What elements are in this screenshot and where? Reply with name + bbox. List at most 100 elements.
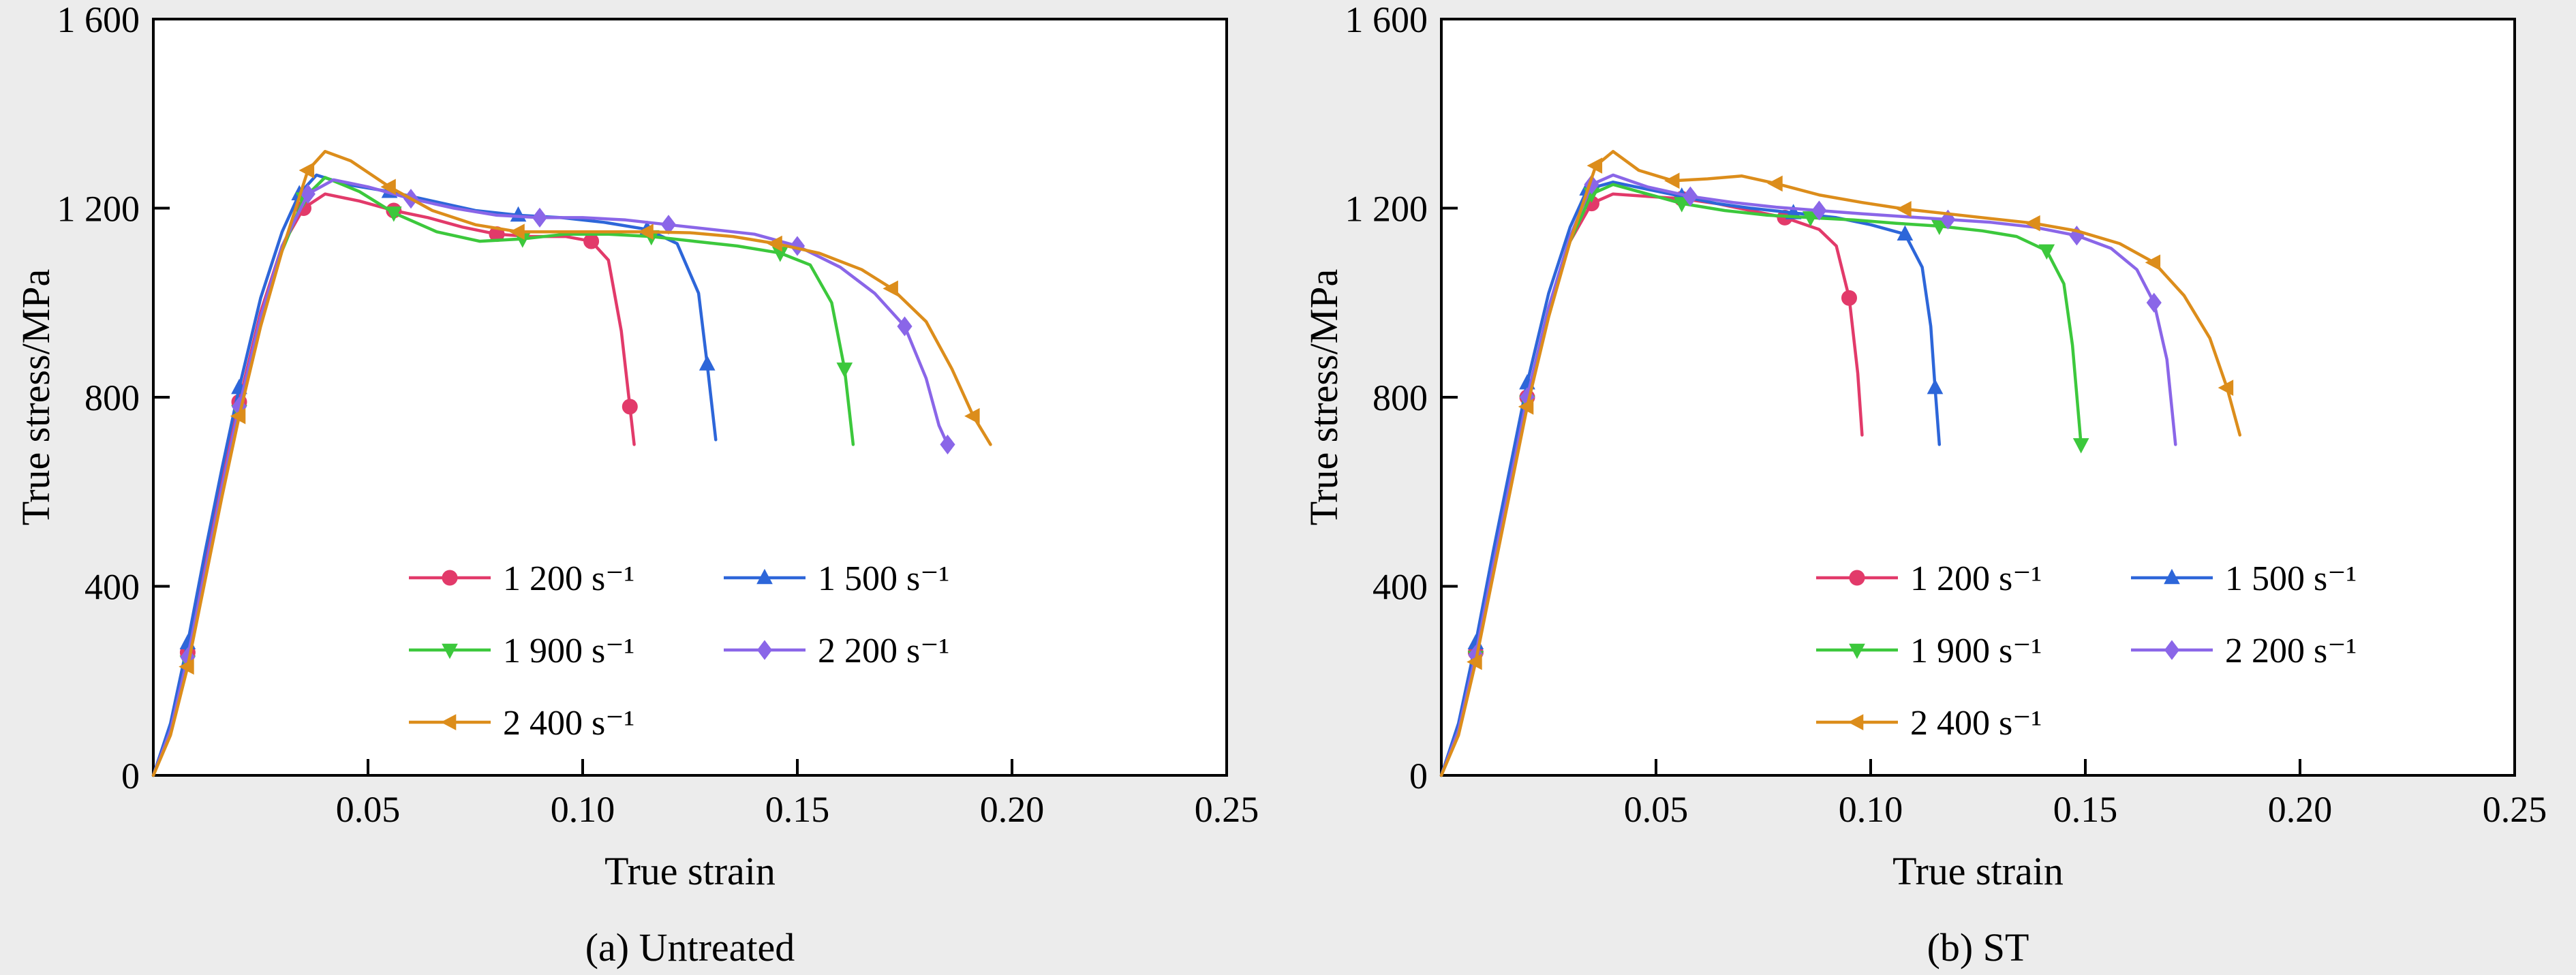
triangle-left-marker — [298, 162, 315, 179]
figure-panel-b: 0.05 0.10 0.15 0.20 0.25 0 400 800 1 200 1 600 Tru… — [1288, 0, 2576, 975]
legend-entry: 1 500 s⁻¹ — [2131, 559, 2357, 598]
triangle-left-marker — [2025, 215, 2040, 232]
triangle-left-marker — [440, 714, 457, 730]
triangle-left-marker — [2218, 380, 2234, 396]
circle-marker — [1849, 570, 1865, 586]
triangle-down-marker — [1849, 643, 1865, 660]
y-tick-label: 400 — [85, 567, 140, 608]
triangle-down-marker — [2072, 438, 2089, 454]
chart-untreated: 0.05 0.10 0.15 0.20 0.25 0 400 800 1 200 1 600 Tru… — [14, 0, 1259, 970]
circle-marker — [622, 399, 638, 415]
legend-entry: 1 500 s⁻¹ — [724, 559, 949, 598]
triangle-down-marker — [1673, 197, 1690, 213]
x-tick-label: 0.15 — [765, 789, 830, 830]
x-tick-label: 0.25 — [1195, 789, 1259, 830]
circle-marker — [442, 570, 458, 586]
legend-label: 1 200 s⁻¹ — [503, 559, 634, 598]
legend-label: 2 200 s⁻¹ — [818, 632, 949, 670]
x-axis-label: True strain — [1892, 849, 2064, 893]
circle-marker — [1841, 290, 1857, 306]
triangle-left-marker — [230, 407, 246, 424]
triangle-up-marker — [1897, 225, 1914, 241]
diamond-marker — [2146, 292, 2162, 313]
diamond-marker — [2164, 640, 2180, 660]
circle-marker — [583, 233, 600, 249]
plot-frame — [152, 18, 1228, 777]
y-axis-label: True stress/MPa — [1302, 269, 1346, 526]
legend-label: 2 400 s⁻¹ — [1910, 704, 2042, 743]
series-line-3 — [1439, 173, 2177, 777]
y-tick-label: 800 — [1373, 377, 1428, 418]
x-tick-label: 0.05 — [1624, 789, 1689, 830]
diamond-marker — [300, 184, 316, 204]
triangle-left-marker — [509, 223, 525, 241]
y-tick-label: 1 200 — [1345, 189, 1428, 230]
y-tick-label: 400 — [1373, 567, 1428, 608]
legend-entry: 1 200 s⁻¹ — [1816, 559, 2042, 598]
series-line-1 — [1439, 181, 1942, 777]
triangle-left-marker — [1518, 399, 1534, 415]
legend-entry: 2 200 s⁻¹ — [724, 632, 949, 670]
x-tick-label: 0.20 — [980, 789, 1045, 830]
x-tick-label: 0.15 — [2053, 789, 2118, 830]
plot-frame — [1440, 18, 2516, 777]
diamond-marker — [1811, 200, 1827, 221]
triangle-left-marker — [1467, 653, 1482, 670]
triangle-up-marker — [699, 355, 716, 371]
chart-st: 0.05 0.10 0.15 0.20 0.25 0 400 800 1 200 1 600 Tru… — [1302, 0, 2547, 970]
triangle-left-marker — [2145, 254, 2161, 271]
legend-label: 1 900 s⁻¹ — [503, 632, 634, 670]
x-tick-label: 0.10 — [1839, 789, 1903, 830]
triangle-left-marker — [883, 280, 898, 297]
diamond-marker — [756, 640, 773, 660]
triangle-up-marker — [756, 568, 773, 585]
y-axis-label: True stress/MPa — [14, 269, 58, 526]
diamond-marker — [940, 434, 955, 454]
legend-label: 1 200 s⁻¹ — [1910, 559, 2042, 598]
triangle-down-marker — [1802, 211, 1819, 227]
triangle-left-marker — [767, 235, 782, 252]
triangle-left-marker — [638, 223, 654, 241]
legend-entry: 1 200 s⁻¹ — [409, 559, 634, 598]
x-tick-label: 0.05 — [336, 789, 401, 830]
triangle-left-marker — [1664, 172, 1680, 189]
triangle-left-marker — [1767, 175, 1783, 192]
series-line-4 — [151, 150, 992, 777]
y-tick-label: 0 — [1409, 756, 1428, 796]
y-tick-label: 1 600 — [1345, 0, 1428, 40]
diamond-marker — [897, 316, 913, 337]
legend-label: 1 500 s⁻¹ — [818, 559, 949, 598]
legend-entry: 2 200 s⁻¹ — [2131, 632, 2357, 670]
legend-label: 2 400 s⁻¹ — [503, 704, 634, 743]
triangle-left-marker — [179, 658, 194, 675]
triangle-down-marker — [2038, 244, 2055, 260]
x-axis-label: True strain — [604, 849, 776, 893]
triangle-up-marker — [1927, 378, 1944, 394]
legend-entry: 2 400 s⁻¹ — [409, 704, 634, 743]
triangle-left-marker — [1847, 714, 1864, 730]
legend-label: 1 500 s⁻¹ — [2225, 559, 2357, 598]
legend-entry: 1 900 s⁻¹ — [1816, 632, 2042, 670]
triangle-down-marker — [442, 643, 458, 660]
triangle-down-marker — [385, 206, 402, 222]
y-tick-label: 1 600 — [57, 0, 140, 40]
legend-entry: 2 400 s⁻¹ — [1816, 704, 2042, 743]
x-tick-label: 0.20 — [2268, 789, 2333, 830]
triangle-up-marker — [2164, 568, 2180, 585]
diamond-marker — [660, 215, 677, 235]
figure-panel-a: 0.05 0.10 0.15 0.20 0.25 0 400 800 1 200 1 600 Tru… — [14, 0, 1259, 970]
triangle-left-marker — [1896, 201, 1912, 217]
series-line-4 — [1439, 150, 2242, 777]
series-line-3 — [151, 178, 949, 777]
y-tick-label: 1 200 — [57, 189, 140, 230]
y-tick-label: 800 — [85, 377, 140, 418]
chart-caption: (b) ST — [1927, 925, 2029, 970]
triangle-left-marker — [380, 179, 396, 196]
triangle-down-marker — [836, 362, 853, 378]
x-tick-label: 0.10 — [551, 789, 615, 830]
y-tick-label: 0 — [121, 756, 140, 796]
chart-caption: (a) Untreated — [585, 925, 795, 970]
triangle-left-marker — [1586, 157, 1603, 174]
diamond-marker — [532, 207, 548, 228]
